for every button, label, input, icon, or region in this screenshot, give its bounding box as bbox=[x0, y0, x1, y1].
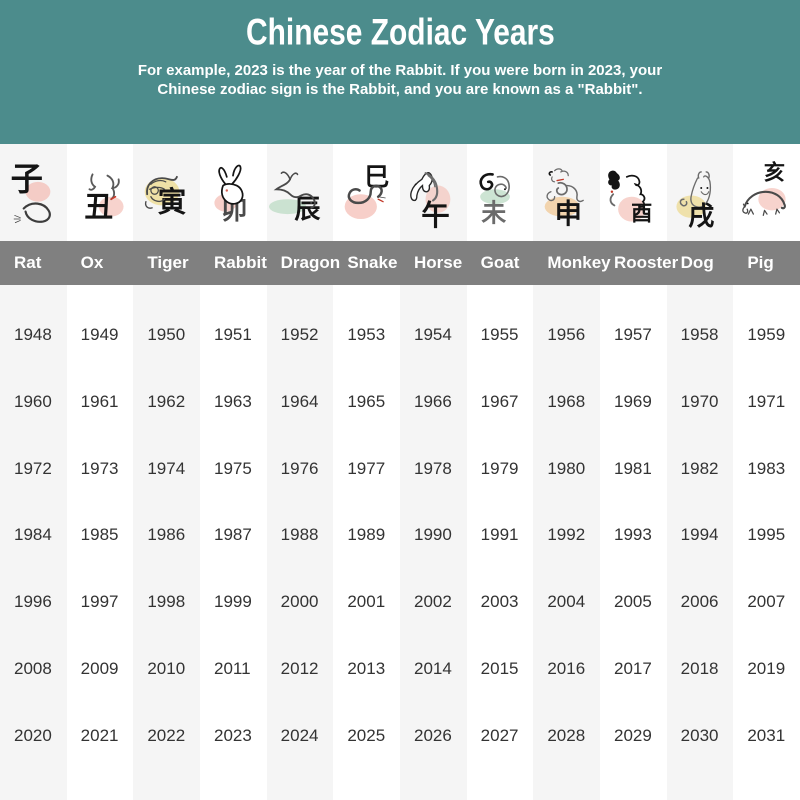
svg-text:未: 未 bbox=[481, 199, 506, 227]
svg-text:亥: 亥 bbox=[764, 159, 785, 184]
svg-text:巳: 巳 bbox=[364, 164, 389, 191]
svg-text:辰: 辰 bbox=[294, 193, 321, 223]
svg-text:申: 申 bbox=[554, 197, 581, 228]
svg-text:酉: 酉 bbox=[631, 202, 652, 225]
svg-text:寅: 寅 bbox=[157, 185, 186, 218]
svg-text:子: 子 bbox=[11, 160, 43, 196]
svg-text:午: 午 bbox=[422, 200, 451, 232]
svg-text:戌: 戌 bbox=[688, 201, 714, 231]
svg-text:丑: 丑 bbox=[84, 191, 113, 223]
